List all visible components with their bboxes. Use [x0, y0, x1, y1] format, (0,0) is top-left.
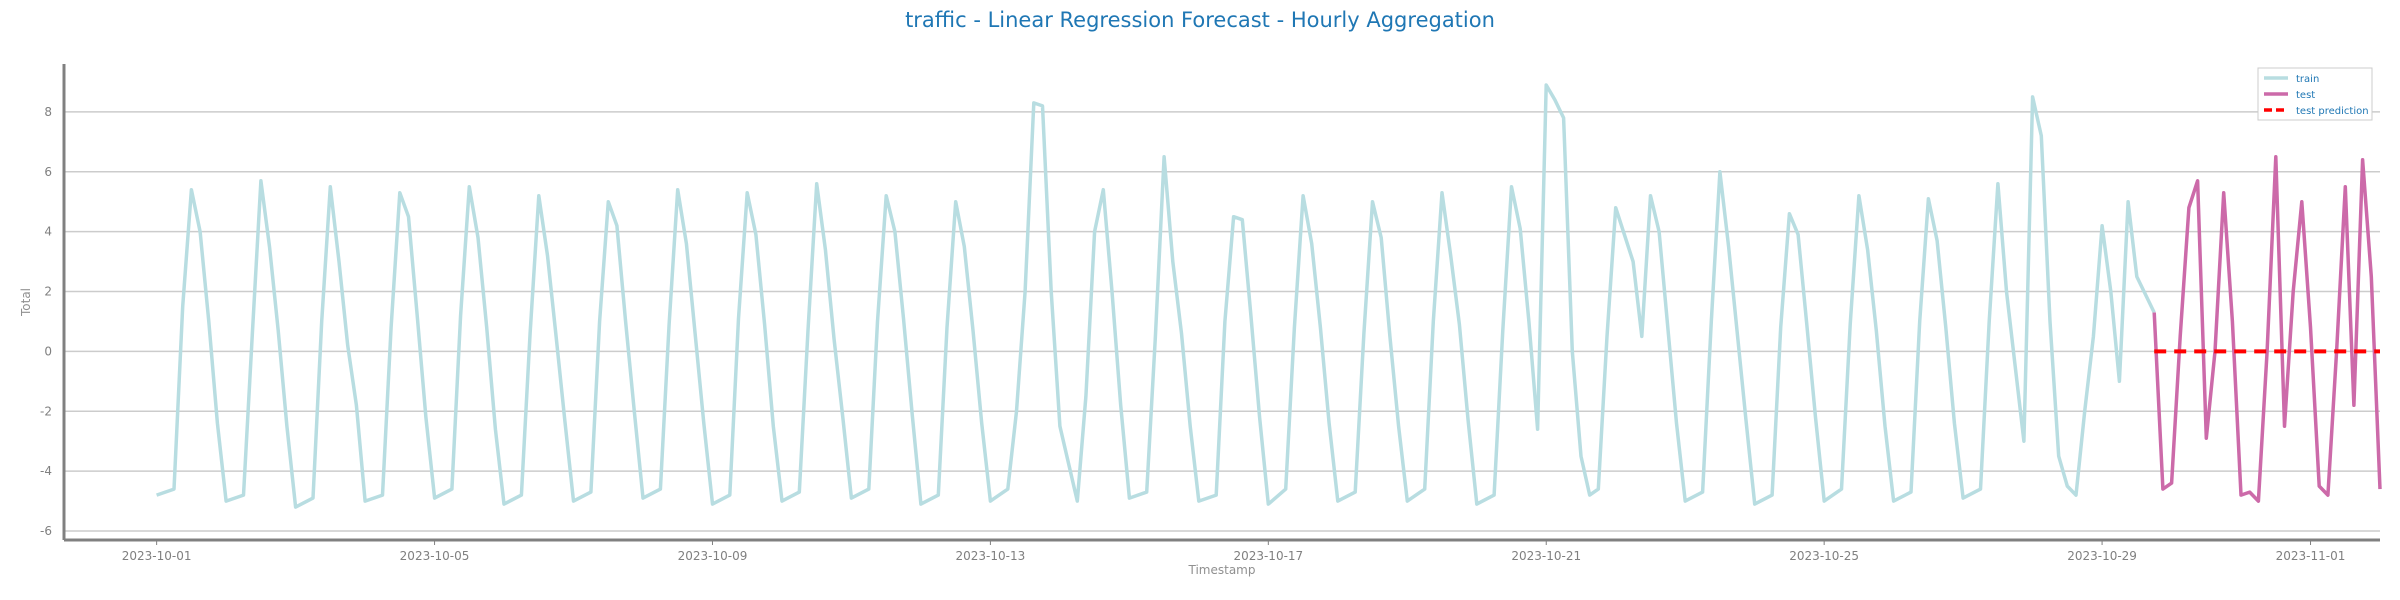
y-axis-label: Total — [19, 288, 33, 317]
x-tick-label: 2023-10-13 — [956, 549, 1026, 563]
x-tick-label: 2023-10-09 — [678, 549, 748, 563]
x-tick-label: 2023-10-29 — [2067, 549, 2137, 563]
legend: train test test prediction — [2257, 67, 2373, 121]
series-line-train — [156, 83, 2156, 509]
x-axis-label: Timestamp — [1188, 563, 1256, 577]
y-tick-label: 0 — [44, 344, 52, 358]
x-tick-label: 2023-11-01 — [2276, 549, 2346, 563]
x-tick-label: 2023-10-25 — [1789, 549, 1859, 563]
chart-title: traffic - Linear Regression Forecast - H… — [905, 8, 1495, 32]
y-tick-label: -4 — [40, 464, 52, 478]
series-line-test — [2152, 155, 2382, 503]
ticks: -6 -4 -2 0 2 4 6 8 2023-10-01 2023-10-05 2023-10-0… — [40, 105, 2345, 563]
x-tick-label: 2023-10-21 — [1511, 549, 1581, 563]
legend-label: test prediction — [2296, 106, 2369, 117]
legend-label: test — [2296, 90, 2315, 101]
axes — [62, 64, 2380, 542]
x-tick-label: 2023-10-01 — [122, 549, 192, 563]
y-tick-label: 6 — [44, 165, 52, 179]
y-tick-label: -2 — [40, 404, 52, 418]
y-tick-label: 4 — [44, 225, 52, 239]
series-layer — [156, 83, 2382, 509]
y-tick-label: 2 — [44, 285, 52, 299]
legend-label: train — [2296, 74, 2319, 85]
x-tick-label: 2023-10-05 — [400, 549, 470, 563]
grid-lines — [64, 111, 2380, 532]
x-tick-label: 2023-10-17 — [1233, 549, 1303, 563]
y-tick-label: -6 — [40, 524, 52, 538]
y-tick-label: 8 — [44, 105, 52, 119]
